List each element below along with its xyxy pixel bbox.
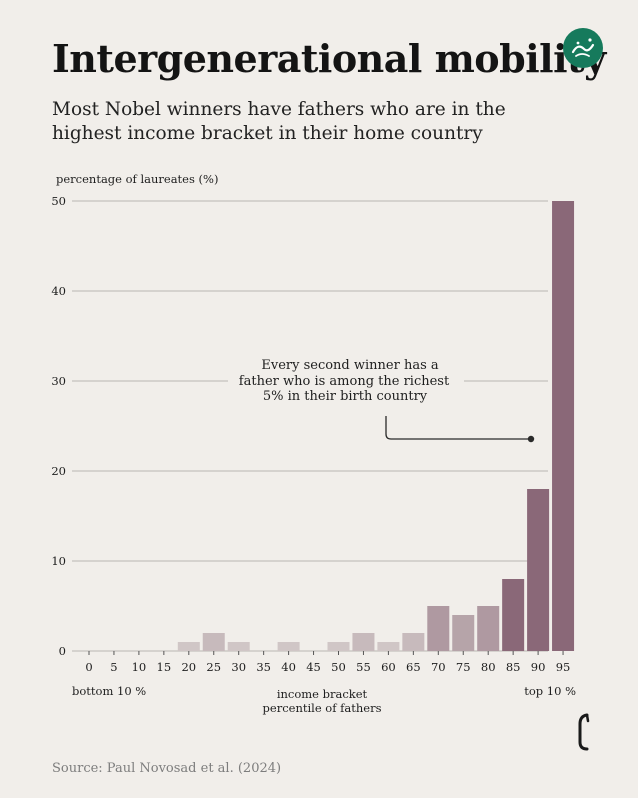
annotation-background xyxy=(228,352,464,404)
y-tick-label: 40 xyxy=(51,284,66,298)
bar xyxy=(227,642,250,651)
x-tick-label: 70 xyxy=(431,660,446,674)
bar xyxy=(352,633,375,651)
page-subtitle: Most Nobel winners have fathers who are … xyxy=(52,99,506,144)
x-tick-label: 25 xyxy=(206,660,221,674)
y-tick-label: 30 xyxy=(51,374,66,388)
bar xyxy=(402,633,425,651)
x-tick-label: 60 xyxy=(381,660,396,674)
x-tick-label: 30 xyxy=(231,660,246,674)
x-tick-label: 85 xyxy=(506,660,521,674)
publisher-logo-icon xyxy=(563,28,603,68)
source-note: Source: Paul Novosad et al. (2024) xyxy=(52,761,282,776)
bar xyxy=(202,633,225,651)
y-axis-label: percentage of laureates (%) xyxy=(56,172,218,186)
x-tick-label: 10 xyxy=(132,660,147,674)
bar xyxy=(427,606,450,651)
x-tick-label: 90 xyxy=(531,660,546,674)
bar xyxy=(277,642,300,651)
page-title: Intergenerational mobility xyxy=(52,36,606,81)
x-tick-label: 20 xyxy=(181,660,196,674)
x-tick-label: 80 xyxy=(481,660,496,674)
y-tick-label: 20 xyxy=(51,464,66,478)
bar xyxy=(327,642,350,651)
y-tick-label: 0 xyxy=(59,644,66,658)
x-tick-label: 65 xyxy=(406,660,421,674)
annotation-line-2: father who is among the richest xyxy=(239,374,450,389)
bar xyxy=(477,606,500,651)
x-axis-label-line-1: income bracket xyxy=(277,687,368,701)
x-tick-label: 40 xyxy=(281,660,296,674)
bar xyxy=(177,642,200,651)
x-axis-right-note: top 10 % xyxy=(524,684,576,698)
y-tick-label: 10 xyxy=(51,554,66,568)
annotation: Every second winner has a father who is … xyxy=(228,352,535,443)
y-tick-label: 50 xyxy=(51,194,66,208)
x-tick-label: 55 xyxy=(356,660,371,674)
bar xyxy=(377,642,400,651)
bar xyxy=(527,489,550,651)
bracket-mark-icon xyxy=(578,713,590,751)
x-tick-label: 50 xyxy=(331,660,346,674)
annotation-leader-line xyxy=(385,416,530,440)
x-axis-label-line-2: percentile of fathers xyxy=(263,701,382,715)
annotation-leader-dot xyxy=(527,435,535,443)
bar xyxy=(502,579,525,651)
annotation-line-3: 5% in their birth country xyxy=(263,389,428,404)
x-tick-label: 5 xyxy=(110,660,117,674)
x-tick-label: 35 xyxy=(256,660,271,674)
x-tick-label: 15 xyxy=(157,660,172,674)
x-tick-label: 45 xyxy=(306,660,321,674)
bar xyxy=(452,615,475,651)
bar xyxy=(552,201,575,651)
x-tick-label: 95 xyxy=(556,660,571,674)
x-tick-label: 75 xyxy=(456,660,471,674)
x-axis-left-note: bottom 10 % xyxy=(72,684,146,698)
x-tick-label: 0 xyxy=(85,660,92,674)
annotation-line-1: Every second winner has a xyxy=(261,358,439,373)
